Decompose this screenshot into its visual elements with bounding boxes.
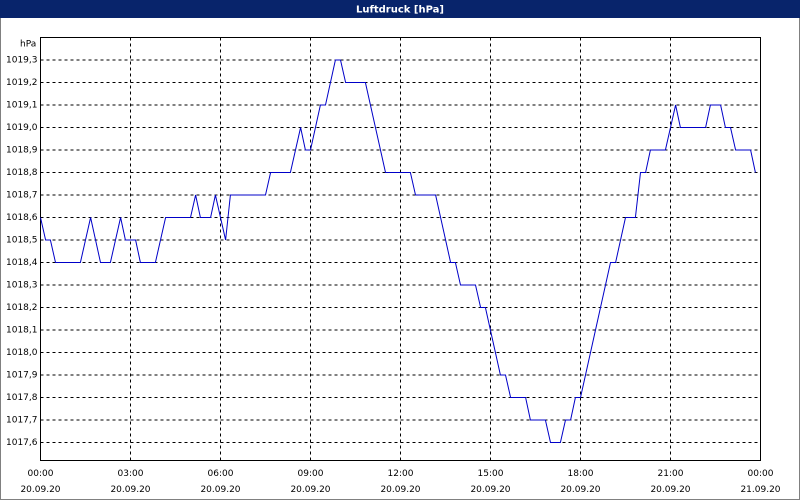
y-tick-label: 1017,7: [6, 416, 38, 426]
y-tick-label: 1018,3: [6, 281, 38, 291]
x-tick-label: 09:00: [298, 469, 324, 479]
x-tick-date: 20.09.20: [200, 485, 240, 495]
x-tick-date: 20.09.20: [20, 485, 60, 495]
y-tick-label: 1018,6: [6, 213, 38, 223]
y-tick-label: 1017,8: [6, 393, 38, 403]
y-tick-label: 1018,0: [6, 348, 38, 358]
x-tick-date: 20.09.20: [650, 485, 690, 495]
y-tick-label: 1018,1: [6, 326, 38, 336]
x-tick-label: 15:00: [478, 469, 504, 479]
y-tick-label: 1019,2: [6, 78, 38, 88]
y-tick-label: 1017,9: [6, 371, 38, 381]
x-tick-date: 21.09.20: [740, 485, 780, 495]
y-tick-label: 1019,3: [6, 56, 38, 66]
y-axis-label: hPa: [20, 40, 36, 50]
x-tick-label: 03:00: [118, 469, 144, 479]
x-tick-label: 00:00: [748, 469, 774, 479]
chart-title: Luftdruck [hPa]: [356, 5, 444, 16]
x-tick-label: 06:00: [208, 469, 234, 479]
y-tick-label: 1018,8: [6, 168, 38, 178]
y-tick-label: 1018,5: [6, 236, 38, 246]
y-tick-label: 1019,0: [6, 123, 38, 133]
y-tick-label: 1018,9: [6, 146, 38, 156]
x-tick-date: 20.09.20: [380, 485, 420, 495]
x-tick-label: 18:00: [568, 469, 594, 479]
x-tick-date: 20.09.20: [560, 485, 600, 495]
x-tick-date: 20.09.20: [110, 485, 150, 495]
x-tick-label: 21:00: [658, 469, 684, 479]
y-tick-label: 1018,7: [6, 191, 38, 201]
x-tick-label: 12:00: [388, 469, 414, 479]
data-line: [40, 59, 756, 443]
x-tick-date: 20.09.20: [290, 485, 330, 495]
x-tick-label: 00:00: [28, 469, 54, 479]
x-tick-date: 20.09.20: [470, 485, 510, 495]
y-tick-label: 1019,1: [6, 101, 38, 111]
plot-border: [40, 37, 761, 461]
y-tick-label: 1017,6: [6, 438, 38, 448]
y-tick-label: 1018,4: [6, 258, 38, 268]
y-tick-label: 1018,2: [6, 303, 38, 313]
title-bar: [0, 0, 800, 18]
